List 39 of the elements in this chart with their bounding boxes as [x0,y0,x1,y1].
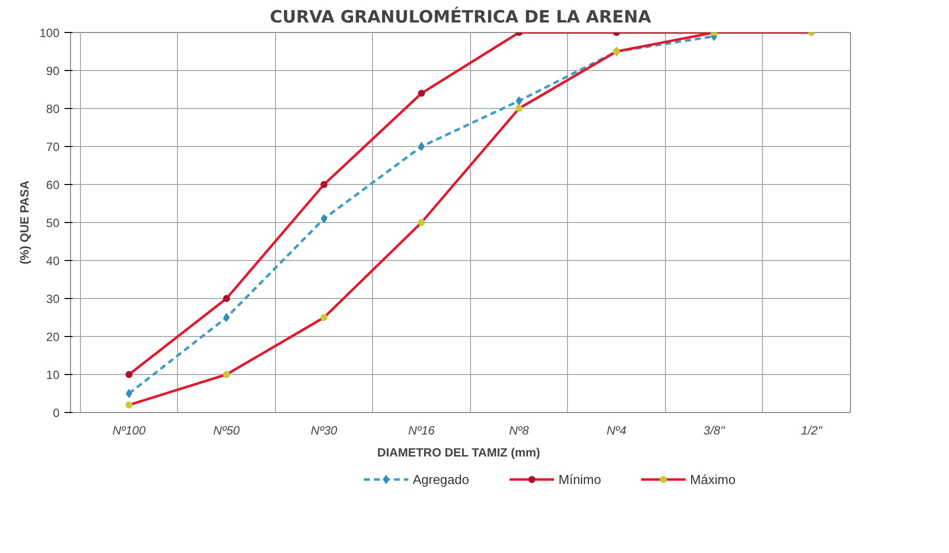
x-tick-label: Nº8 [509,424,530,438]
point [223,295,230,302]
y-tick-label: 80 [46,102,60,116]
point [126,389,132,398]
point [418,142,425,151]
y-tick-label: 10 [46,368,60,382]
point [516,96,522,106]
point [320,181,328,188]
point [418,219,425,226]
y-axis-title: (%) QUE PASA [17,180,32,264]
x-tick-label: Nº30 [310,424,338,438]
y-tick-label: 50 [46,216,60,230]
y-tick-label: 0 [52,406,60,420]
x-tick-label: 1/2" [801,424,823,438]
y-tick-label: 90 [46,64,60,78]
point [320,314,328,321]
y-tick-label: 30 [46,292,60,306]
point [320,214,328,224]
point [223,313,230,322]
legend-label: Máximo [690,472,736,487]
y-tick-label: 40 [46,254,60,268]
x-tick-label: Nº50 [213,424,240,438]
y-tick-label: 100 [39,26,60,40]
chart-title: CURVA GRANULOMÉTRICA DE LA ARENA [270,6,652,28]
x-tick-label: 3/8" [704,424,726,438]
point [418,90,425,97]
x-tick-label: Nº16 [408,424,436,438]
y-tick-label: 60 [46,178,60,192]
point [223,371,230,378]
legend-label: Mínimo [558,472,602,487]
y-tick-label: 20 [46,330,60,344]
point [126,401,132,408]
x-tick-label: Nº100 [112,424,146,438]
y-tick-label: 70 [46,140,60,154]
legend-label: Agregado [412,472,470,487]
x-axis-title: DIAMETRO DEL TAMIZ (mm) [377,446,540,460]
point [126,371,132,378]
x-tick-label: Nº4 [606,424,627,438]
point [516,105,522,112]
